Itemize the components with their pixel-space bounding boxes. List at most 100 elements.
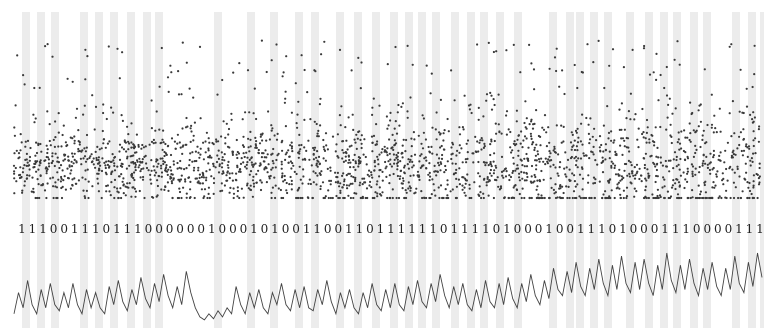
scatter-point bbox=[562, 125, 565, 128]
scatter-point bbox=[337, 156, 340, 159]
scatter-point bbox=[370, 171, 373, 174]
scatter-point bbox=[317, 129, 320, 132]
scatter-point bbox=[104, 146, 107, 149]
scatter-point bbox=[34, 196, 37, 200]
scatter-point bbox=[497, 185, 500, 188]
scatter-point bbox=[236, 195, 239, 198]
scatter-point bbox=[200, 188, 203, 191]
scatter-point bbox=[239, 168, 242, 171]
scatter-point bbox=[453, 99, 456, 102]
band-13 bbox=[311, 12, 319, 328]
scatter-point bbox=[384, 160, 387, 164]
scatter-point bbox=[633, 195, 636, 198]
scatter-point bbox=[361, 177, 364, 180]
scatter-point bbox=[156, 184, 159, 188]
scatter-point bbox=[199, 153, 202, 156]
scatter-point bbox=[285, 181, 288, 185]
scatter-point bbox=[496, 176, 499, 179]
scatter-point bbox=[232, 196, 235, 200]
scatter-point bbox=[389, 158, 392, 161]
scatter-point bbox=[431, 126, 434, 129]
scatter-point bbox=[99, 164, 102, 167]
scatter-point bbox=[589, 117, 592, 120]
scatter-point bbox=[26, 139, 30, 142]
scatter-point bbox=[75, 107, 79, 110]
scatter-point bbox=[694, 173, 697, 176]
scatter-point bbox=[709, 172, 712, 175]
scatter-point bbox=[291, 162, 294, 165]
scatter-point bbox=[752, 186, 755, 189]
scatter-point bbox=[587, 174, 590, 177]
scatter-point bbox=[205, 179, 208, 182]
scatter-point bbox=[580, 70, 583, 74]
scatter-point bbox=[272, 162, 275, 165]
scatter-point bbox=[107, 160, 110, 163]
scatter-point bbox=[392, 172, 395, 176]
scatter-point bbox=[518, 179, 522, 182]
scatter-point bbox=[534, 154, 538, 157]
scatter-point bbox=[651, 134, 654, 137]
scatter-point bbox=[691, 170, 694, 173]
scatter-point bbox=[582, 196, 585, 200]
scatter-point bbox=[609, 178, 612, 181]
scatter-point bbox=[675, 178, 678, 181]
scatter-point bbox=[520, 196, 523, 200]
scatter-point bbox=[509, 146, 512, 149]
scatter-point bbox=[212, 177, 216, 180]
scatter-point bbox=[728, 167, 731, 170]
scatter-point bbox=[684, 158, 687, 162]
scatter-point bbox=[629, 181, 632, 184]
scatter-point bbox=[607, 181, 610, 184]
scatter-point bbox=[312, 146, 315, 150]
scatter-point bbox=[227, 133, 230, 136]
scatter-point bbox=[353, 138, 356, 141]
scatter-point bbox=[522, 171, 526, 174]
digit-label: 0 bbox=[218, 222, 226, 236]
scatter-point bbox=[317, 135, 320, 138]
scatter-point bbox=[361, 183, 364, 186]
scatter-point bbox=[97, 156, 100, 159]
scatter-point bbox=[672, 158, 675, 161]
scatter-point bbox=[686, 196, 690, 200]
scatter-point bbox=[363, 177, 366, 180]
scatter-point bbox=[313, 146, 317, 149]
scatter-point bbox=[71, 152, 74, 155]
scatter-point bbox=[34, 161, 38, 164]
scatter-point bbox=[617, 181, 621, 184]
scatter-point bbox=[96, 162, 100, 165]
scatter-point bbox=[585, 116, 588, 120]
scatter-point bbox=[246, 182, 249, 185]
scatter-point bbox=[531, 143, 534, 146]
scatter-point bbox=[231, 150, 235, 153]
scatter-point bbox=[525, 137, 528, 140]
scatter-point bbox=[245, 163, 248, 166]
scatter-point bbox=[478, 185, 481, 188]
scatter-point bbox=[740, 149, 743, 153]
scatter-point bbox=[228, 172, 231, 175]
scatter-point bbox=[383, 145, 386, 148]
scatter-point bbox=[169, 166, 172, 169]
scatter-point bbox=[52, 138, 55, 141]
scatter-point bbox=[612, 141, 615, 144]
scatter-point bbox=[167, 189, 170, 192]
scatter-point bbox=[252, 185, 256, 188]
digit-label: 0 bbox=[197, 222, 205, 236]
band-14 bbox=[336, 12, 344, 328]
scatter-point bbox=[84, 78, 87, 81]
scatter-point bbox=[428, 171, 431, 174]
scatter-point bbox=[113, 186, 116, 189]
scatter-point bbox=[489, 143, 492, 146]
scatter-point bbox=[677, 138, 680, 141]
scatter-point bbox=[120, 114, 123, 117]
scatter-point bbox=[28, 168, 31, 171]
scatter-point bbox=[156, 165, 159, 168]
scatter-point bbox=[66, 77, 69, 80]
scatter-point bbox=[59, 180, 63, 183]
scatter-point bbox=[466, 151, 469, 154]
scatter-point bbox=[295, 172, 298, 176]
scatter-point bbox=[360, 196, 363, 200]
scatter-point bbox=[420, 190, 423, 193]
scatter-point bbox=[748, 147, 751, 150]
scatter-point bbox=[122, 192, 125, 195]
scatter-point bbox=[236, 186, 239, 189]
